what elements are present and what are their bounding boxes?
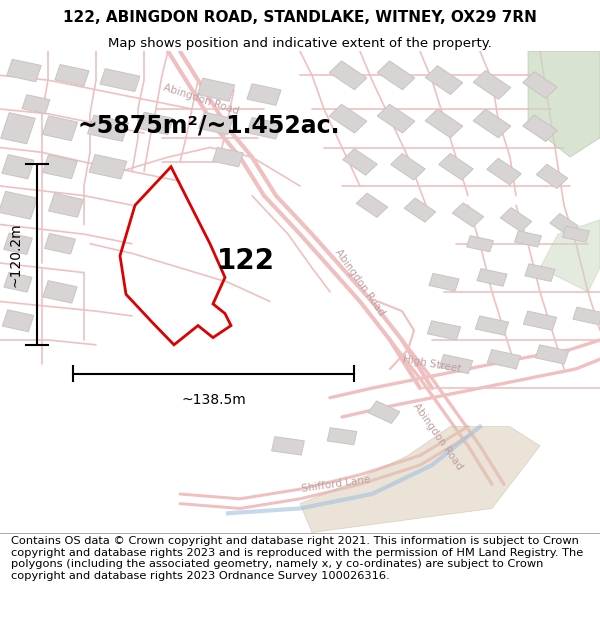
Polygon shape <box>473 109 511 138</box>
Text: Abingdon Road: Abingdon Road <box>333 247 387 318</box>
Polygon shape <box>0 191 37 219</box>
Polygon shape <box>327 428 357 445</box>
Polygon shape <box>540 219 600 292</box>
Polygon shape <box>515 231 541 247</box>
Polygon shape <box>197 78 235 101</box>
Polygon shape <box>368 401 400 423</box>
Polygon shape <box>44 234 76 254</box>
Polygon shape <box>523 72 557 98</box>
Polygon shape <box>139 112 173 134</box>
Polygon shape <box>88 115 128 141</box>
Polygon shape <box>212 148 244 167</box>
Polygon shape <box>4 233 32 254</box>
Polygon shape <box>425 109 463 138</box>
Polygon shape <box>89 154 127 179</box>
Polygon shape <box>22 95 50 114</box>
Polygon shape <box>500 208 532 232</box>
Polygon shape <box>377 61 415 90</box>
Text: ~138.5m: ~138.5m <box>181 393 246 407</box>
Polygon shape <box>391 154 425 180</box>
Text: ~5875m²/~1.452ac.: ~5875m²/~1.452ac. <box>78 114 341 138</box>
Text: Shifford Lane: Shifford Lane <box>301 474 371 494</box>
Text: Map shows position and indicative extent of the property.: Map shows position and indicative extent… <box>108 37 492 50</box>
Polygon shape <box>563 226 589 242</box>
Polygon shape <box>523 311 557 331</box>
Polygon shape <box>425 66 463 94</box>
Polygon shape <box>49 193 83 218</box>
Polygon shape <box>43 281 77 303</box>
Polygon shape <box>7 59 41 82</box>
Polygon shape <box>467 236 493 252</box>
Text: Abingdon Road: Abingdon Road <box>162 82 240 116</box>
Polygon shape <box>1 112 35 144</box>
Polygon shape <box>536 164 568 189</box>
Polygon shape <box>247 84 281 106</box>
Polygon shape <box>329 104 367 133</box>
Text: ~120.2m: ~120.2m <box>8 222 22 287</box>
Polygon shape <box>404 198 436 222</box>
Polygon shape <box>473 71 511 99</box>
Polygon shape <box>329 61 367 90</box>
Polygon shape <box>300 427 540 532</box>
Polygon shape <box>199 112 233 134</box>
Polygon shape <box>356 193 388 218</box>
Polygon shape <box>43 155 77 179</box>
Text: High Street: High Street <box>402 354 462 374</box>
Polygon shape <box>43 116 77 141</box>
Text: 122, ABINGDON ROAD, STANDLAKE, WITNEY, OX29 7RN: 122, ABINGDON ROAD, STANDLAKE, WITNEY, O… <box>63 10 537 25</box>
Text: Abingdon Road: Abingdon Road <box>411 401 465 471</box>
Text: 122: 122 <box>217 247 275 274</box>
Polygon shape <box>439 154 473 180</box>
Polygon shape <box>523 115 557 141</box>
Polygon shape <box>2 310 34 332</box>
Polygon shape <box>377 104 415 133</box>
Polygon shape <box>535 345 569 364</box>
Polygon shape <box>2 154 34 179</box>
Text: Contains OS data © Crown copyright and database right 2021. This information is : Contains OS data © Crown copyright and d… <box>11 536 583 581</box>
Polygon shape <box>4 272 32 292</box>
Polygon shape <box>247 118 281 139</box>
Polygon shape <box>427 321 461 340</box>
Polygon shape <box>475 316 509 335</box>
Polygon shape <box>477 269 507 286</box>
Polygon shape <box>528 51 600 157</box>
Polygon shape <box>100 69 140 91</box>
Polygon shape <box>487 349 521 369</box>
Polygon shape <box>550 214 578 236</box>
Polygon shape <box>272 437 304 455</box>
Polygon shape <box>55 64 89 86</box>
Polygon shape <box>525 264 555 281</box>
Polygon shape <box>487 158 521 185</box>
Polygon shape <box>439 354 473 374</box>
Polygon shape <box>573 307 600 325</box>
Polygon shape <box>429 273 459 291</box>
Polygon shape <box>452 202 484 227</box>
Polygon shape <box>343 149 377 175</box>
